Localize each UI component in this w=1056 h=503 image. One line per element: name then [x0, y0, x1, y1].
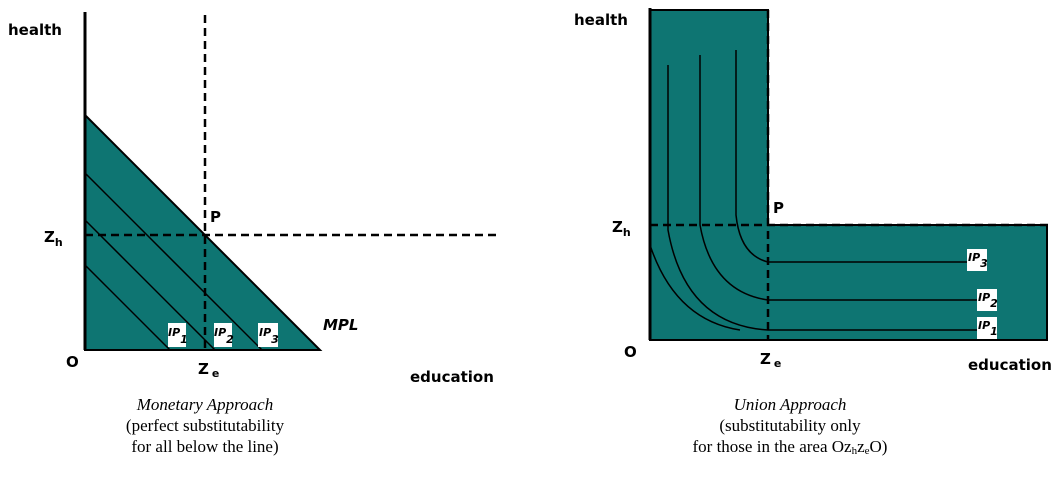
label-base: IP: [259, 326, 271, 339]
zh-label: Zh: [612, 218, 631, 239]
caption-line: for all below the line): [131, 437, 278, 456]
label-base: Z: [760, 350, 771, 368]
x-axis-label: education: [968, 356, 1052, 374]
caption-part: z: [857, 437, 865, 456]
label-base: Z: [44, 228, 55, 246]
origin-label: O: [624, 343, 637, 361]
label-box: [168, 323, 186, 347]
label-base: IP: [968, 251, 980, 264]
curve: [667, 65, 985, 331]
label-box: [258, 323, 278, 347]
label-sub: 3: [980, 257, 988, 270]
line-label: MPL: [323, 316, 358, 334]
y-axis-label: health: [8, 21, 62, 39]
caption-part: O): [870, 437, 888, 456]
label-sub: h: [623, 226, 631, 239]
label-base: IP: [978, 319, 990, 332]
label-box: [977, 317, 997, 339]
caption-title: Monetary Approach: [136, 395, 273, 414]
caption-line: (substitutability only: [719, 416, 861, 435]
origin-label: O: [66, 353, 79, 371]
label-base: IP: [978, 291, 990, 304]
label-box: [967, 249, 987, 271]
label-box: [214, 323, 232, 347]
label-sub: 2: [990, 297, 998, 310]
label-sub: e: [774, 357, 781, 370]
feasible-area: [84, 112, 323, 351]
curve: [649, 244, 741, 331]
point-label: P: [773, 199, 784, 217]
curve-label: IP3: [259, 326, 279, 346]
curve-label: IP2: [978, 291, 998, 310]
label-sub: h: [55, 236, 63, 249]
caption-line: (perfect substitutability: [126, 416, 285, 435]
label-base: Z: [198, 360, 209, 378]
caption-title: Union Approach: [734, 395, 847, 414]
label-sub: 3: [271, 333, 279, 346]
label-box: [977, 289, 997, 311]
point-label: P: [210, 208, 221, 226]
label-base: IP: [214, 326, 226, 339]
caption-part: for those in the area Oz: [693, 437, 853, 456]
iso-line: [84, 172, 263, 351]
curve-label: IP1: [978, 319, 998, 338]
label-sub: 2: [226, 333, 234, 346]
label-sub: e: [212, 367, 219, 380]
caption-sub: e: [865, 445, 870, 457]
zh-label: Zh: [44, 228, 63, 249]
caption-sub: h: [852, 445, 858, 457]
label-base: Z: [612, 218, 623, 236]
label-sub: 1: [990, 325, 998, 338]
y-axis-label: health: [574, 11, 628, 29]
curve: [699, 55, 985, 301]
caption-line: for those in the area OzhzeO): [693, 437, 888, 457]
curve-label: IP2: [214, 326, 234, 346]
curve-label: IP3: [968, 251, 988, 270]
x-axis-label: education: [410, 368, 494, 386]
label-base: IP: [168, 326, 180, 339]
iso-line: [84, 219, 216, 351]
label-sub: 1: [180, 333, 188, 346]
curve-label: IP1: [168, 326, 188, 346]
iso-line: [84, 264, 171, 351]
